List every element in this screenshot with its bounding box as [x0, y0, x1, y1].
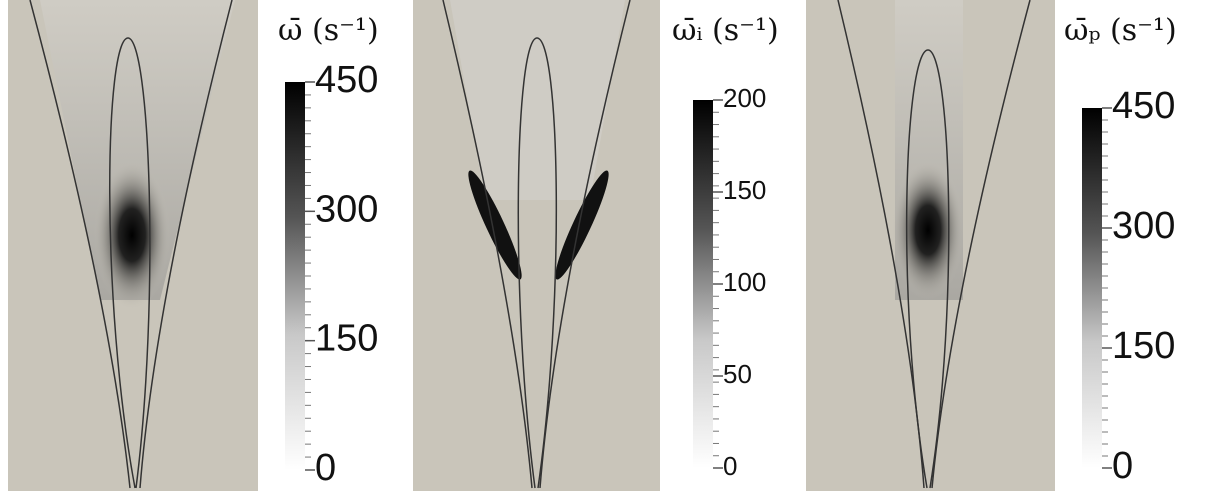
colorbar: [693, 100, 713, 468]
tick-label: 0: [1112, 445, 1133, 487]
colorbar-title: ω̄ (s⁻¹): [278, 13, 379, 48]
tick-label: 0: [723, 451, 737, 481]
tick-label: 50: [723, 359, 752, 389]
field-panel: [806, 0, 1055, 491]
tick-label: 450: [1112, 85, 1175, 127]
tick-label: 150: [723, 175, 766, 205]
tick-label: 150: [1112, 325, 1175, 367]
tick-label: 150: [315, 318, 378, 360]
tick-label: 450: [315, 59, 378, 101]
colorbar-title: ω̄ₚ (s⁻¹): [1064, 13, 1177, 48]
tick-label: 200: [723, 83, 766, 113]
colorbar-title: ω̄ᵢ (s⁻¹): [672, 13, 779, 48]
colorbar: [285, 82, 305, 470]
tick-label: 100: [723, 267, 766, 297]
field-panel: [413, 0, 660, 491]
tick-label: 300: [315, 188, 378, 230]
tick-label: 0: [315, 447, 336, 489]
tick-label: 300: [1112, 205, 1175, 247]
colorbar: [1082, 108, 1102, 468]
field-panel: [8, 0, 258, 491]
